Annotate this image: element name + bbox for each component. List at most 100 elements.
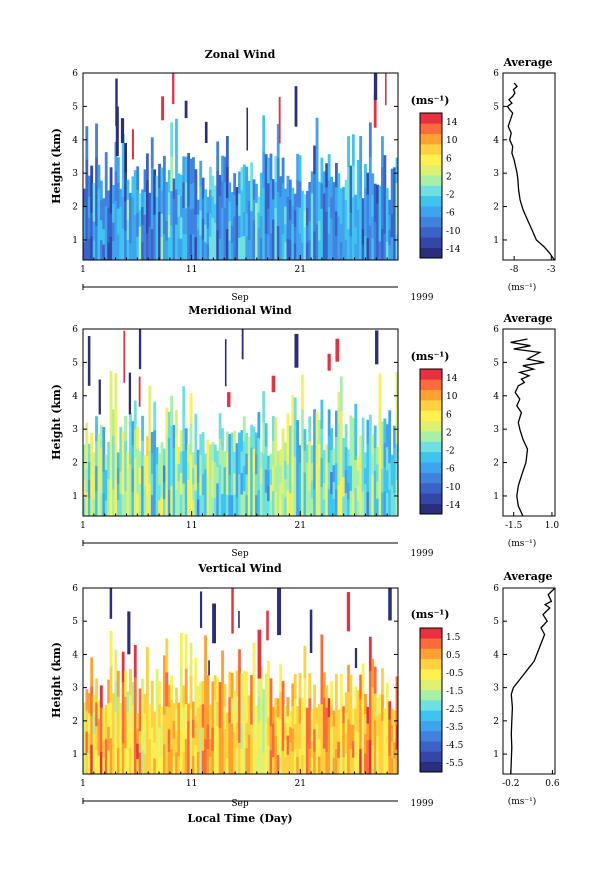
vertical-heatmap-cell	[124, 748, 128, 775]
zonal-heatmap-cell	[90, 189, 94, 214]
zonal-heatmap-cell	[276, 192, 280, 227]
meridional-heatmap-cell	[187, 461, 191, 481]
zonal-heatmap-cell	[305, 208, 309, 226]
vertical-average-y-tick-label: 6	[493, 584, 499, 594]
vertical-heatmap-cell	[366, 706, 370, 725]
zonal-heatmap-cell	[366, 172, 370, 195]
vertical-heatmap-cell	[305, 707, 309, 725]
meridional-heatmap-cell	[211, 441, 215, 461]
meridional-heatmap-cell	[293, 397, 297, 428]
meridional-heatmap-cell	[373, 493, 377, 517]
zonal-heatmap-cell	[126, 179, 130, 201]
vertical-heatmap-cell	[146, 742, 149, 775]
vertical-heatmap-cell	[385, 705, 389, 729]
zonal-x-tick-label: 21	[295, 265, 306, 275]
vertical-heatmap-cell	[136, 713, 140, 729]
vertical-heatmap-cell	[342, 740, 346, 758]
meridional-heatmap-streak	[123, 330, 126, 383]
zonal-heatmap-cell	[194, 214, 198, 238]
meridional-heatmap-cell	[114, 480, 118, 517]
zonal-heatmap-cell	[359, 229, 363, 261]
meridional-heatmap-cell	[194, 439, 198, 466]
meridional-heatmap-cell	[167, 411, 171, 439]
meridional-heatmap-cell	[160, 442, 164, 462]
meridional-heatmap-cell	[337, 392, 341, 424]
vertical-heatmap-cell	[298, 698, 302, 724]
zonal-heatmap-cell	[182, 234, 186, 261]
vertical-heatmap-cell	[257, 722, 261, 749]
vertical-heatmap-cell	[235, 696, 239, 723]
meridional-heatmap-cell	[250, 424, 254, 448]
meridional-heatmap-cell	[99, 447, 103, 471]
vertical-heatmap-cell	[221, 712, 224, 744]
zonal-heatmap-streak	[278, 96, 281, 144]
vertical-heatmap-cell	[170, 675, 174, 701]
vertical-heatmap-cell	[223, 751, 227, 775]
meridional-heatmap-cell	[344, 447, 348, 471]
vertical-heatmap-cell	[255, 722, 258, 741]
zonal-heatmap-cell	[238, 171, 241, 195]
zonal-heatmap-cell	[269, 180, 273, 208]
meridional-heatmap-cell	[116, 484, 120, 501]
vertical-heatmap-cell	[325, 707, 329, 731]
meridional-heatmap-cell	[322, 449, 326, 467]
vertical-heatmap-cell	[206, 699, 210, 725]
vertical-heatmap-cell	[269, 726, 273, 751]
vertical-heatmap-cell	[184, 669, 188, 705]
zonal-heatmap-cell	[344, 219, 348, 241]
vertical-heatmap-cell	[170, 749, 174, 775]
vertical-heatmap-cell	[114, 711, 118, 744]
vertical-heatmap-cell	[204, 704, 207, 740]
zonal-heatmap-cell	[175, 224, 178, 261]
vertical-heatmap-cell	[136, 743, 140, 760]
zonal-heatmap-cell	[315, 153, 319, 190]
zonal-heatmap-cell	[337, 173, 341, 196]
vertical-heatmap-cell	[322, 697, 326, 724]
vertical-heatmap-cell	[305, 724, 309, 742]
zonal-heatmap-cell	[83, 242, 86, 261]
meridional-heatmap-cell	[259, 499, 263, 517]
meridional-heatmap-cell	[92, 500, 96, 517]
zonal-colorbar-swatch	[420, 154, 442, 166]
vertical-colorbar-tick-label: -3.5	[446, 723, 464, 733]
zonal-heatmap-cell	[221, 181, 224, 209]
vertical-heatmap-streak	[199, 591, 203, 628]
zonal-heatmap-cell	[242, 188, 246, 213]
zonal-colorbar-swatch	[420, 226, 442, 238]
vertical-heatmap-cell	[121, 743, 125, 775]
zonal-heatmap-cell	[288, 219, 292, 241]
vertical-heatmap-cell	[158, 681, 161, 705]
zonal-heatmap-cell	[160, 190, 164, 215]
zonal-heatmap-cell	[235, 241, 239, 261]
vertical-heatmap-cell	[318, 704, 321, 723]
vertical-heatmap-cell	[361, 663, 365, 692]
meridional-heatmap-cell	[233, 473, 237, 496]
meridional-heatmap-cell	[332, 448, 336, 466]
zonal-heatmap-cell	[342, 205, 346, 224]
vertical-average-profile-line	[510, 587, 556, 775]
vertical-heatmap-cell	[213, 675, 217, 701]
vertical-heatmap-cell	[342, 723, 346, 741]
vertical-heatmap-cell	[325, 729, 329, 753]
vertical-heatmap-cell	[83, 702, 86, 721]
meridional-heatmap-cell	[170, 455, 174, 487]
zonal-heatmap-cell	[102, 213, 106, 230]
zonal-heatmap-cell	[267, 208, 270, 235]
meridional-colorbar-tick-label: 2	[446, 428, 452, 438]
vertical-heatmap-streak	[231, 588, 234, 634]
meridional-y-tick-label: 6	[72, 325, 78, 335]
vertical-heatmap-cell	[194, 715, 198, 746]
zonal-heatmap-cell	[194, 169, 198, 193]
vertical-heatmap-cell	[281, 681, 285, 705]
meridional-heatmap-cell	[233, 451, 237, 474]
vertical-heatmap-cell	[373, 720, 377, 748]
zonal-heatmap-cell	[165, 220, 169, 241]
vertical-heatmap-cell	[90, 715, 94, 746]
meridional-heatmap-cell	[158, 500, 161, 517]
meridional-heatmap-cell	[390, 500, 394, 517]
vertical-heatmap-cell	[143, 693, 147, 715]
meridional-heatmap-cell	[85, 422, 89, 447]
vertical-heatmap-cell	[206, 749, 210, 775]
zonal-heatmap-cell	[133, 237, 137, 261]
